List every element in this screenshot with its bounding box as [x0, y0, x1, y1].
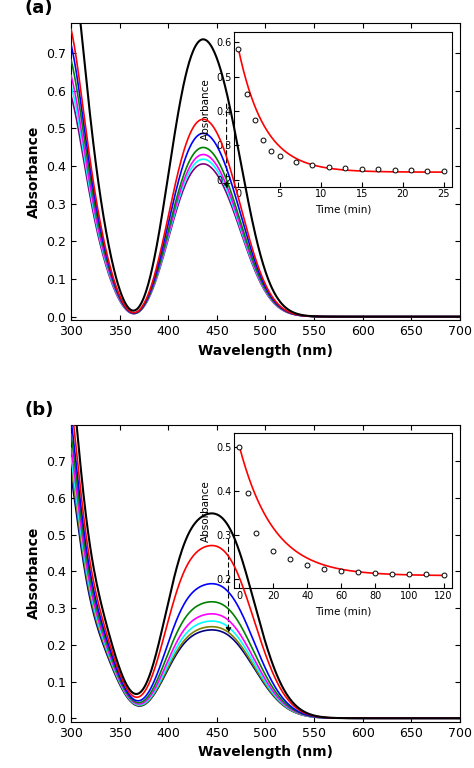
Text: (a): (a): [25, 0, 53, 17]
X-axis label: Wavelength (nm): Wavelength (nm): [198, 344, 333, 358]
Text: (b): (b): [25, 401, 54, 419]
Y-axis label: Absorbance: Absorbance: [27, 125, 41, 218]
Y-axis label: Absorbance: Absorbance: [27, 527, 41, 620]
X-axis label: Wavelength (nm): Wavelength (nm): [198, 745, 333, 760]
